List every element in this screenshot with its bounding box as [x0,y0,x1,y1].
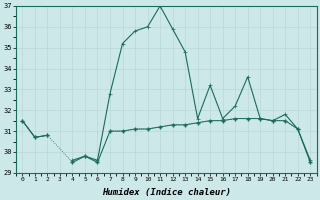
X-axis label: Humidex (Indice chaleur): Humidex (Indice chaleur) [102,188,231,197]
